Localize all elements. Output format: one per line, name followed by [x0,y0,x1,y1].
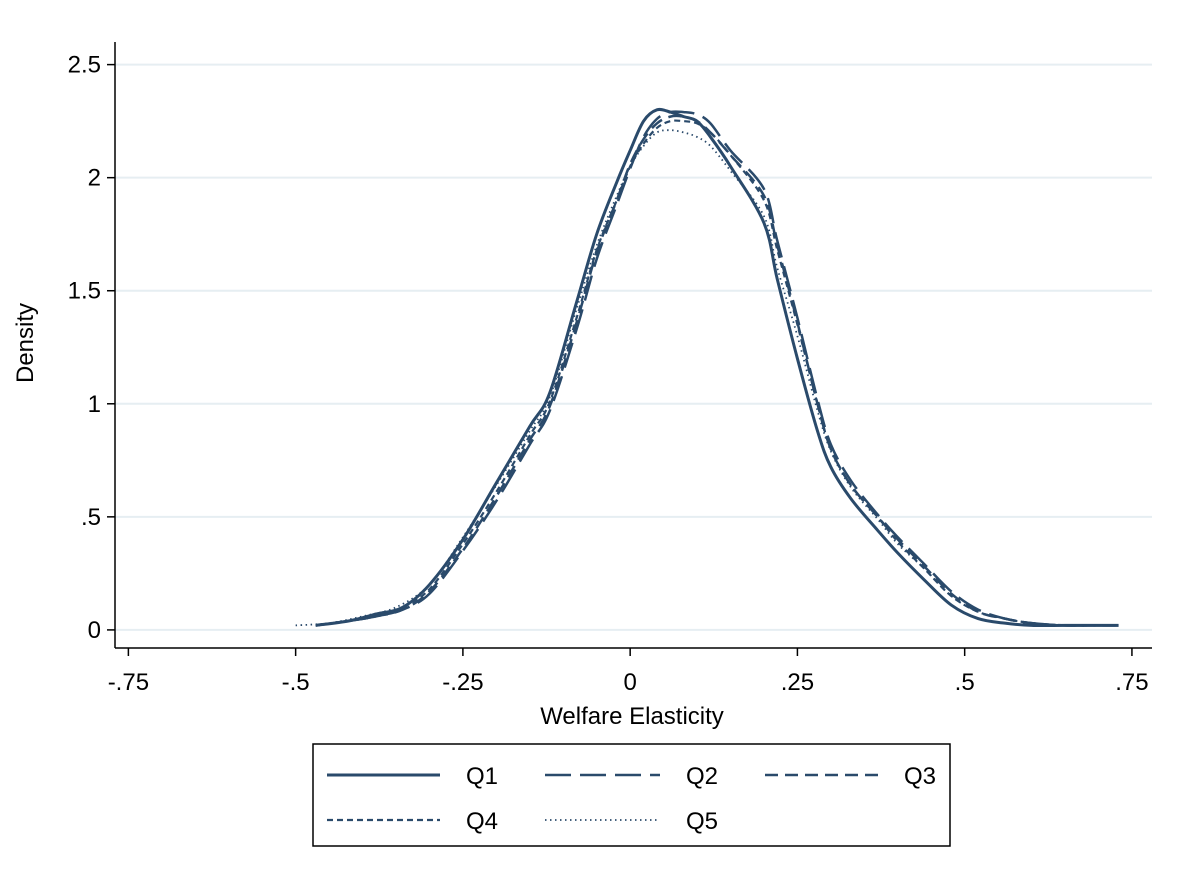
y-tick-label: 0 [88,617,101,644]
y-tick-label: 2.5 [68,52,101,79]
y-axis-title: Density [12,303,39,383]
legend-label-q2: Q2 [686,763,718,790]
x-tick-label: 0 [623,669,636,696]
x-tick-label: .75 [1115,669,1148,696]
x-axis-title: Welfare Elasticity [540,703,724,730]
legend-label-q5: Q5 [686,808,718,835]
series-line-q3 [315,114,1119,627]
y-tick-label: .5 [81,504,101,531]
gridlines [115,63,1152,631]
x-tick-label: .25 [781,669,814,696]
x-tick-label: -.25 [442,669,483,696]
legend: Q1 Q2 Q3 Q4 Q5 [312,743,951,847]
legend-label-q3: Q3 [904,763,936,790]
density-curves [295,107,1119,628]
x-tick-label: -.75 [108,669,149,696]
series-line-q1 [315,107,1119,628]
legend-label-q1: Q1 [466,763,498,790]
y-tick-label: 1 [88,391,101,418]
y-tick-label: 1.5 [68,278,101,305]
series-line-q4 [315,119,1119,627]
series-line-q5 [295,129,1119,627]
x-tick-label: .5 [955,669,975,696]
x-tick-label: -.5 [282,669,310,696]
legend-box [312,743,951,847]
legend-label-q4: Q4 [466,808,498,835]
y-axis-ticks: 0 .5 1 1.5 2 2.5 [68,52,115,644]
x-axis-ticks: -.75 -.5 -.25 0 .25 .5 .75 [108,648,1149,696]
series-line-q2 [315,110,1119,627]
y-tick-label: 2 [88,165,101,192]
